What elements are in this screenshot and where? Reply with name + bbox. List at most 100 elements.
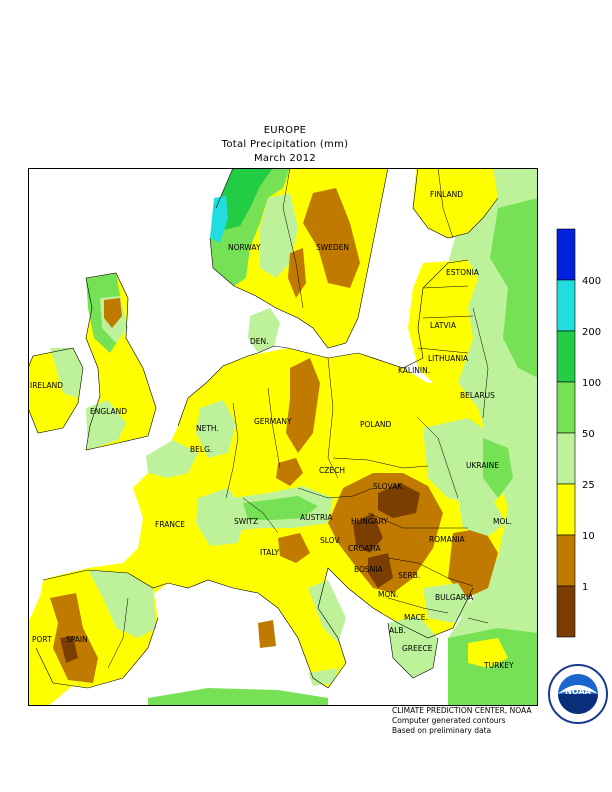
sardinia bbox=[258, 620, 276, 648]
label-spain: SPAIN bbox=[66, 635, 88, 644]
legend-swatch bbox=[556, 585, 576, 638]
italy-south-green bbox=[308, 580, 346, 643]
legend-swatch bbox=[556, 330, 576, 383]
north-africa bbox=[148, 688, 328, 706]
label-sweden: SWEDEN bbox=[316, 243, 349, 252]
corsica bbox=[268, 576, 278, 600]
ireland-east-green bbox=[50, 348, 83, 398]
romania-green bbox=[458, 498, 506, 536]
legend-swatch bbox=[556, 381, 576, 434]
wales-green bbox=[86, 400, 126, 450]
label-maced: MACE. bbox=[404, 613, 428, 622]
legend-label: 200 bbox=[582, 327, 601, 338]
alps-dark-green bbox=[243, 496, 318, 520]
legend-label: 100 bbox=[582, 378, 601, 389]
label-slovak: SLOVAK bbox=[373, 482, 403, 491]
map-frame bbox=[28, 168, 538, 706]
map-title-region: EUROPE bbox=[263, 125, 307, 136]
iberia-dry bbox=[50, 593, 98, 683]
credit-preliminary: Based on preliminary data bbox=[392, 726, 492, 735]
label-czech: CZECH bbox=[319, 466, 345, 475]
label-hungary: HUNGARY bbox=[351, 517, 388, 526]
legend-label: 25 bbox=[582, 480, 595, 491]
legend-label: 400 bbox=[582, 276, 601, 287]
label-france: FRANCE bbox=[155, 520, 185, 529]
label-latvia: LATVIA bbox=[430, 321, 457, 330]
finland-land bbox=[413, 168, 498, 238]
label-italy: ITALY bbox=[260, 548, 280, 557]
iberia-very-dry bbox=[60, 636, 78, 663]
country-borders bbox=[107, 168, 489, 669]
label-norway: NORWAY bbox=[228, 243, 261, 252]
label-serb: SERB. bbox=[398, 571, 420, 580]
label-romania: ROMANIA bbox=[429, 535, 466, 544]
green-belt-east bbox=[490, 198, 538, 378]
legend-label: 50 bbox=[582, 429, 595, 440]
norway-dark-green bbox=[216, 168, 273, 230]
denmark-land bbox=[248, 308, 280, 353]
label-bulgaria: BULGARIA bbox=[435, 593, 474, 602]
iberia-green bbox=[88, 570, 156, 638]
legend-swatch bbox=[556, 228, 576, 281]
label-greece: GREECE bbox=[402, 644, 433, 653]
france-west-green bbox=[146, 440, 198, 478]
belgium-green bbox=[196, 400, 236, 458]
label-ireland: IRELAND bbox=[30, 381, 63, 390]
label-poland: POLAND bbox=[360, 420, 392, 429]
country-labels: FINLAND NORWAY SWEDEN ESTONIA LATVIA LIT… bbox=[30, 190, 514, 670]
norway-cyan bbox=[210, 196, 228, 243]
label-mon: MON. bbox=[378, 590, 398, 599]
sicily bbox=[308, 668, 338, 686]
legend-swatch bbox=[556, 534, 576, 587]
italy-dry bbox=[278, 533, 310, 563]
legend-swatch bbox=[556, 483, 576, 536]
norway-light-green bbox=[260, 193, 298, 278]
noaa-logo-text: NOAA bbox=[565, 687, 591, 696]
label-den: DEN. bbox=[250, 337, 269, 346]
label-slov: SLOV. bbox=[320, 536, 341, 545]
bosnia-very-dry bbox=[368, 553, 393, 588]
ukraine-green-2 bbox=[483, 438, 513, 498]
label-port: PORT bbox=[32, 635, 52, 644]
credit-source: CLIMATE PREDICTION CENTER, NOAA bbox=[392, 706, 532, 715]
label-alb: ALB. bbox=[389, 626, 406, 635]
map-title-variable: Total Precipitation (mm) bbox=[221, 139, 349, 150]
croatia-very-dry bbox=[353, 513, 383, 553]
sweden-dry bbox=[303, 188, 360, 288]
france-central-green bbox=[196, 488, 246, 546]
label-lithuania: LITHUANIA bbox=[428, 354, 469, 363]
hungary-very-dry bbox=[378, 483, 420, 518]
label-switz: SWITZ bbox=[234, 517, 258, 526]
color-legend: 400 200 100 50 25 10 1 bbox=[556, 228, 601, 638]
coastlines bbox=[28, 168, 499, 689]
map-title-period: March 2012 bbox=[253, 153, 317, 164]
label-austria: AUSTRIA bbox=[300, 513, 333, 522]
label-mol: MOL. bbox=[493, 517, 512, 526]
label-england: ENGLAND bbox=[90, 407, 127, 416]
label-germany: GERMANY bbox=[254, 417, 292, 426]
label-bosnia: BOSNIA bbox=[354, 565, 383, 574]
credit-contours: Computer generated contours bbox=[392, 716, 506, 725]
romania-dry bbox=[448, 528, 498, 598]
norway-dry bbox=[288, 248, 306, 298]
legend-swatch bbox=[556, 279, 576, 332]
label-belarus: BELARUS bbox=[460, 391, 495, 400]
legend-label: 10 bbox=[582, 531, 595, 542]
label-croatia: CROATIA bbox=[348, 544, 382, 553]
label-finland: FINLAND bbox=[430, 190, 463, 199]
noaa-logo: NOAA bbox=[548, 664, 608, 724]
label-neth: NETH. bbox=[196, 424, 219, 433]
germany-dry-spot bbox=[276, 458, 303, 486]
label-kaliningrad: KALININ. bbox=[398, 366, 430, 375]
label-estonia: ESTONIA bbox=[446, 268, 480, 277]
turkey-yellow bbox=[468, 638, 508, 668]
scotland-dry bbox=[104, 298, 122, 328]
greece-land bbox=[388, 616, 438, 678]
legend-swatch bbox=[556, 432, 576, 485]
precipitation-map: FINLAND NORWAY SWEDEN ESTONIA LATVIA LIT… bbox=[28, 168, 538, 706]
legend-label: 1 bbox=[582, 582, 588, 593]
label-ukraine: UKRAINE bbox=[466, 461, 499, 470]
label-turkey: TURKEY bbox=[483, 661, 514, 670]
germany-dry bbox=[286, 358, 320, 453]
label-belg: BELG. bbox=[190, 445, 212, 454]
